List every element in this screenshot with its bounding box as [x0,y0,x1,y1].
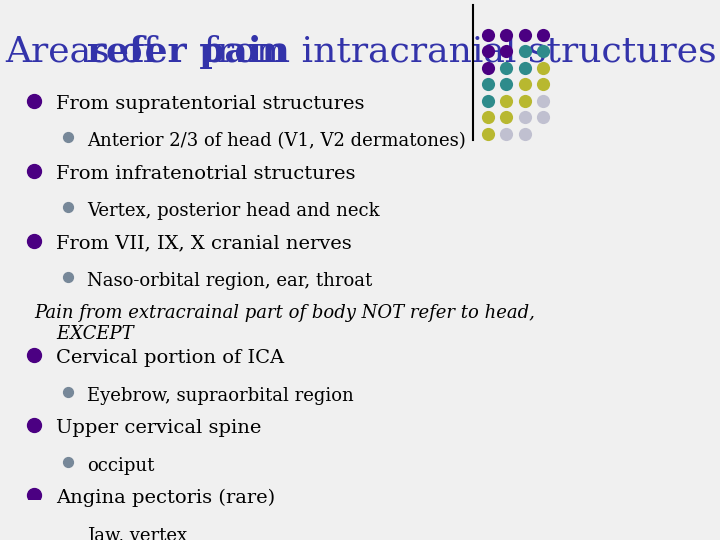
Text: From VII, IX, X cranial nerves: From VII, IX, X cranial nerves [56,234,352,253]
Point [538,113,549,122]
Text: refer pain: refer pain [87,35,289,69]
Point [538,31,549,39]
Text: From supratentorial structures: From supratentorial structures [56,95,365,113]
Point [482,97,493,105]
Text: From infratenotrial structures: From infratenotrial structures [56,165,356,183]
Text: Pain from extracrainal part of body NOT refer to head,
    EXCEPT: Pain from extracrainal part of body NOT … [34,305,535,343]
Text: Vertex, posterior head and neck: Vertex, posterior head and neck [87,202,380,220]
Point [519,64,531,72]
Text: Anterior 2/3 of head (V1, V2 dermatones): Anterior 2/3 of head (V1, V2 dermatones) [87,132,466,150]
Text: Cervical portion of ICA: Cervical portion of ICA [56,349,284,367]
Point [500,97,512,105]
Point [28,237,40,245]
Point [62,388,73,396]
Point [538,47,549,56]
Point [482,47,493,56]
Text: from intracranial structures: from intracranial structures [192,35,716,69]
Point [482,31,493,39]
Point [62,457,73,466]
Point [62,273,73,281]
Point [62,203,73,212]
Point [500,64,512,72]
Point [62,527,73,536]
Point [519,130,531,138]
Text: Jaw, vertex: Jaw, vertex [87,526,187,540]
Point [519,97,531,105]
Point [538,97,549,105]
Point [28,491,40,500]
Text: Angina pectoris (rare): Angina pectoris (rare) [56,489,276,508]
Point [500,80,512,89]
Text: Upper cervical spine: Upper cervical spine [56,419,262,437]
Point [28,351,40,360]
Point [538,64,549,72]
Point [500,113,512,122]
Point [28,166,40,175]
Point [519,80,531,89]
Point [519,113,531,122]
Text: Naso-orbital region, ear, throat: Naso-orbital region, ear, throat [87,272,373,290]
Point [482,64,493,72]
Point [482,113,493,122]
Point [62,133,73,141]
Text: occiput: occiput [87,457,155,475]
Point [500,47,512,56]
Text: Areas of: Areas of [6,35,168,69]
Point [28,97,40,105]
Point [519,47,531,56]
Point [482,80,493,89]
Point [538,80,549,89]
Point [28,421,40,430]
Point [500,130,512,138]
Point [500,31,512,39]
Point [482,130,493,138]
Point [519,31,531,39]
Text: Eyebrow, supraorbital region: Eyebrow, supraorbital region [87,387,354,405]
